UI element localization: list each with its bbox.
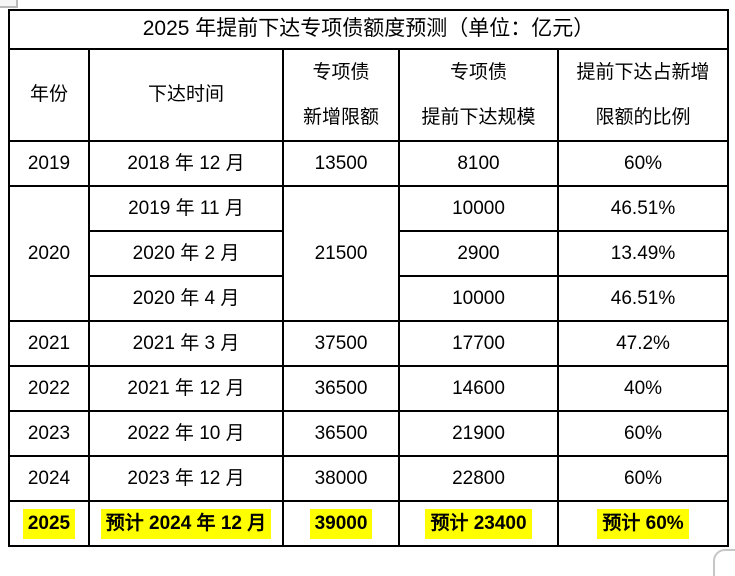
- highlighted-value: 预计 23400: [425, 508, 532, 539]
- header-new-quota: 专项债 新增限额: [282, 48, 400, 142]
- table-row: 年份 下达时间 专项债 新增限额 专项债 提前下达规模 提前下达占新增 限额的比…: [8, 48, 730, 142]
- scale-cell-2025: 预计 23400: [398, 500, 559, 547]
- scale-cell-2020-3: 10000: [398, 275, 559, 322]
- header-year: 年份: [8, 48, 90, 142]
- header-early-scale-line1: 专项债: [449, 62, 507, 83]
- table-row: 2020 年 2 月 2900 13.49%: [9, 230, 730, 277]
- table-row: 2020 年 4 月 10000 46.51%: [9, 275, 730, 322]
- ratio-cell-2024: 60%: [556, 455, 730, 502]
- scale-cell-2020-1: 10000: [398, 185, 559, 232]
- table-row: 2023 2022 年 10 月 36500 21900 60%: [8, 410, 730, 457]
- year-cell-2025: 2025: [8, 500, 90, 547]
- time-cell-2025: 预计 2024 年 12 月: [88, 500, 284, 547]
- quota-cell-2022: 36500: [282, 365, 400, 412]
- header-ratio-line1: 提前下达占新增: [576, 62, 710, 83]
- time-cell-2021: 2021 年 3 月: [88, 320, 284, 367]
- header-new-quota-line1: 专项债: [312, 62, 370, 83]
- table-title: 2025 年提前下达专项债额度预测（单位：亿元）: [7, 9, 730, 50]
- year-cell-2022: 2022: [8, 365, 90, 412]
- time-cell-2020-3: 2020 年 4 月: [88, 275, 284, 322]
- scale-cell-2020-2: 2900: [398, 230, 559, 277]
- ratio-cell-2025: 预计 60%: [556, 500, 730, 547]
- time-cell-2023: 2022 年 10 月: [88, 410, 284, 457]
- header-early-scale: 专项债 提前下达规模: [398, 48, 559, 142]
- ratio-cell-2019: 60%: [556, 140, 730, 187]
- scale-cell-2023: 21900: [398, 410, 559, 457]
- table-row: 2019 2018 年 12 月 13500 8100 60%: [8, 140, 730, 187]
- table-row: 2020 2019 年 11 月 21500 10000 46.51%: [8, 185, 730, 322]
- table-row: 2024 2023 年 12 月 38000 22800 60%: [8, 455, 730, 502]
- header-new-quota-line2: 新增限额: [302, 107, 379, 128]
- header-early-scale-line2: 提前下达规模: [421, 107, 536, 128]
- time-cell-2020-1: 2019 年 11 月: [88, 185, 284, 232]
- year-cell-2023: 2023: [8, 410, 90, 457]
- table-row-forecast-2025: 2025 预计 2024 年 12 月 39000 预计 23400 预计 60…: [8, 500, 730, 547]
- time-cell-2024: 2023 年 12 月: [88, 455, 284, 502]
- scale-cell-2022: 14600: [398, 365, 559, 412]
- time-cell-2022: 2021 年 12 月: [88, 365, 284, 412]
- highlighted-value: 39000: [309, 508, 373, 539]
- quota-cell-2021: 37500: [282, 320, 400, 367]
- table-row: 2025 年提前下达专项债额度预测（单位：亿元）: [7, 9, 730, 50]
- quota-cell-2023: 36500: [282, 410, 400, 457]
- quota-cell-2020: 21500: [282, 185, 400, 322]
- time-cell-2019: 2018 年 12 月: [88, 140, 284, 187]
- ratio-cell-2023: 60%: [556, 410, 730, 457]
- ratio-cell-2020-3: 46.51%: [556, 275, 730, 322]
- header-issue-time: 下达时间: [88, 48, 284, 142]
- ratio-cell-2020-2: 13.49%: [556, 230, 730, 277]
- scale-cell-2021: 17700: [398, 320, 559, 367]
- year-cell-2021: 2021: [8, 320, 90, 367]
- header-ratio-line2: 限额的比例: [595, 107, 691, 128]
- scale-cell-2024: 22800: [398, 455, 559, 502]
- highlighted-value: 预计 60%: [597, 508, 689, 539]
- quota-cell-2024: 38000: [282, 455, 400, 502]
- highlighted-value: 预计 2024 年 12 月: [100, 508, 272, 539]
- ratio-cell-2022: 40%: [556, 365, 730, 412]
- table-row: 2022 2021 年 12 月 36500 14600 40%: [8, 365, 730, 412]
- year-cell-2019: 2019: [8, 140, 90, 187]
- highlighted-value: 2025: [22, 508, 76, 539]
- bottom-right-crop-artifact: [713, 549, 735, 576]
- quota-cell-2019: 13500: [282, 140, 400, 187]
- year-cell-2024: 2024: [8, 455, 90, 502]
- year-cell-2020: 2020: [8, 185, 90, 322]
- top-left-crop-artifact: [0, 0, 18, 8]
- header-ratio: 提前下达占新增 限额的比例: [556, 48, 730, 142]
- ratio-cell-2020-1: 46.51%: [556, 185, 730, 232]
- scale-cell-2019: 8100: [398, 140, 559, 187]
- ratio-cell-2021: 47.2%: [556, 320, 730, 367]
- time-cell-2020-2: 2020 年 2 月: [88, 230, 284, 277]
- table-row: 2021 2021 年 3 月 37500 17700 47.2%: [8, 320, 730, 367]
- special-bond-forecast-table: 2025 年提前下达专项债额度预测（单位：亿元） 年份 下达时间 专项债 新增限…: [7, 9, 730, 547]
- quota-cell-2025: 39000: [282, 500, 400, 547]
